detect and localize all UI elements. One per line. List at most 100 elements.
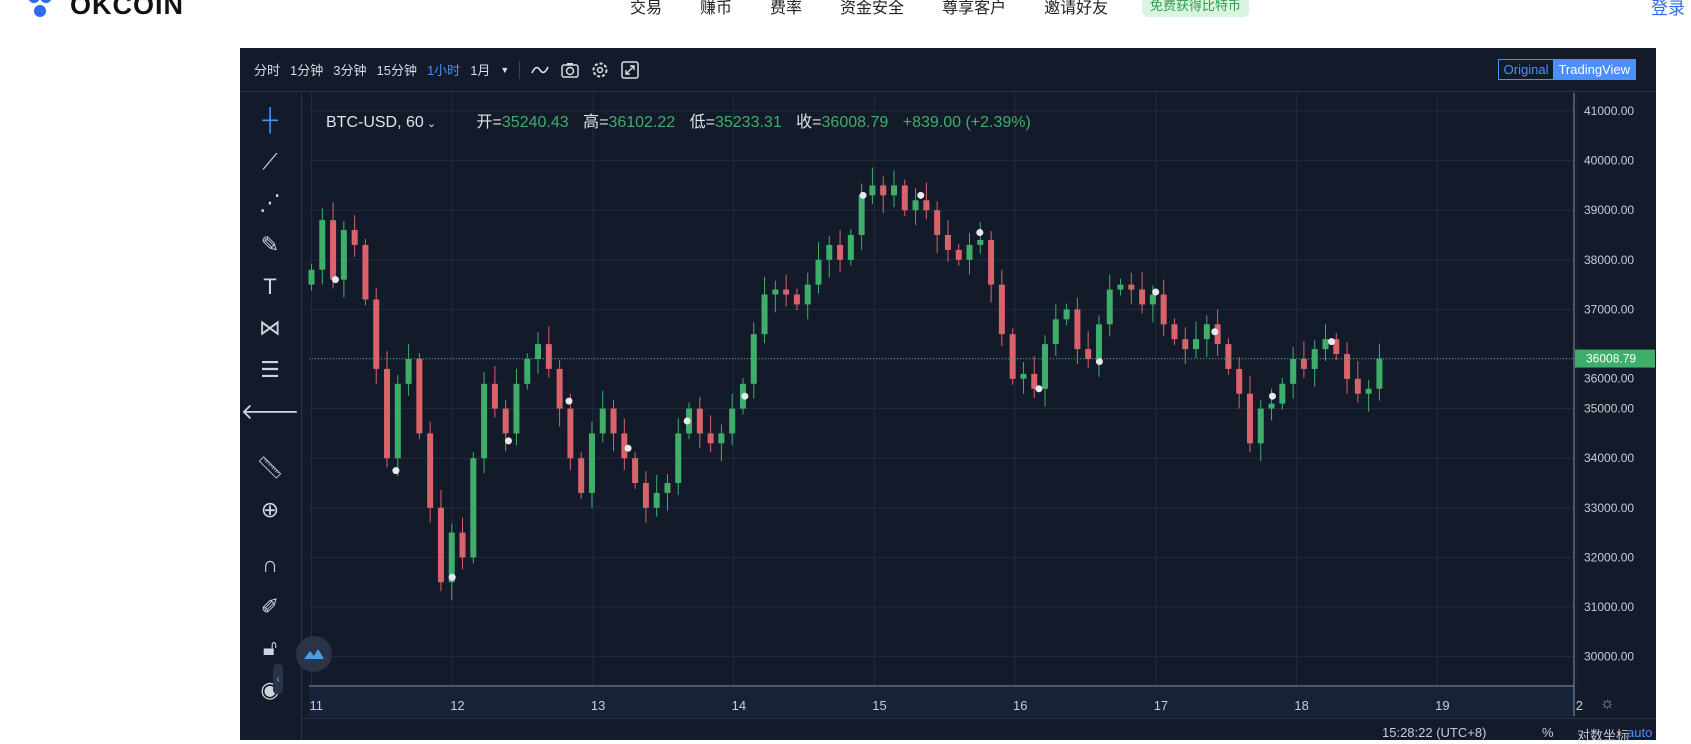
pattern-icon[interactable]: ⋈ — [259, 315, 281, 340]
log-scale-toggle[interactable]: 对数坐标 — [1577, 728, 1630, 743]
candle-body — [351, 230, 358, 245]
candle-body — [761, 294, 768, 335]
candle-body — [1290, 359, 1297, 384]
collapse-toolbar-button[interactable]: ‹ — [273, 664, 283, 694]
nav-earn[interactable]: 赚币 — [700, 0, 733, 17]
lock-icon[interactable]: 🔓︎ — [262, 635, 278, 660]
trade-marker — [624, 444, 632, 452]
interval-dropdown-icon[interactable]: ▼ — [500, 64, 510, 75]
candle-body — [427, 433, 434, 508]
crosshair-icon[interactable]: ┼ — [262, 107, 278, 132]
candle-body — [988, 239, 995, 285]
nav-security[interactable]: 资金安全 — [840, 0, 905, 17]
interval-1h[interactable]: 1小时 — [426, 63, 461, 78]
candle-body — [966, 244, 973, 260]
candle-body — [804, 284, 811, 305]
gear-icon[interactable] — [590, 60, 610, 80]
candle-body — [977, 239, 984, 245]
candle-body — [934, 210, 941, 235]
price-tick-label: 38000.00 — [1584, 253, 1634, 267]
nav-vip[interactable]: 尊享客户 — [942, 0, 1007, 17]
view-tradingview-button[interactable]: TradingView — [1553, 60, 1635, 79]
price-tick-label: 31000.00 — [1584, 600, 1634, 614]
nav-fees[interactable]: 费率 — [770, 0, 803, 17]
candle-body — [1300, 359, 1307, 369]
candle-body — [1333, 339, 1340, 355]
time-tick-label: 15 — [872, 698, 886, 713]
fullscreen-icon[interactable] — [620, 60, 640, 80]
login-link[interactable]: 登录 — [1651, 0, 1685, 18]
time-tick-label: 18 — [1294, 698, 1308, 713]
fib-tool-icon[interactable]: ⋰ — [259, 190, 281, 215]
auto-scale-toggle[interactable]: auto — [1627, 725, 1653, 740]
trend-line-icon[interactable]: ⟋ — [262, 149, 278, 174]
view-original-button[interactable]: Original — [1503, 62, 1549, 77]
drawing-toolbar: ┼ ⟋ ⋰ ✎ T ⋈ ☰ 🡐 📏︎ ⊕ ∩ ✐ 🔓︎ ◉ — [240, 93, 302, 740]
price-tick-label: 35000.00 — [1584, 402, 1634, 416]
high-label: 高= — [583, 114, 609, 131]
candle-body — [599, 408, 606, 434]
trade-marker — [683, 417, 691, 425]
candle-body — [869, 185, 876, 196]
chart-widget: 41000.00 40000.00 39000.00 38000.00 37000.00… — [240, 48, 1656, 743]
free-bitcoin-badge[interactable]: 免费获得比特币 — [1142, 0, 1250, 17]
nav-trade[interactable]: 交易 — [630, 0, 663, 17]
interval-1m[interactable]: 1分钟 — [290, 63, 324, 78]
candle-body — [470, 458, 477, 558]
time-tick-label: 2 — [1576, 698, 1583, 713]
text-tool-icon[interactable]: T — [263, 274, 277, 299]
candle-body — [1085, 349, 1092, 359]
candle-body — [567, 408, 574, 459]
interval-3m[interactable]: 3分钟 — [333, 63, 367, 78]
zoom-in-icon[interactable]: ⊕ — [260, 497, 280, 522]
last-price-tag — [1575, 349, 1655, 368]
camera-icon[interactable] — [560, 61, 580, 79]
pencil-lock-icon[interactable]: ✐ — [260, 594, 280, 619]
percent-toggle[interactable]: % — [1542, 725, 1554, 740]
candle-body — [1225, 344, 1232, 369]
price-tick-label: 36000.00 — [1584, 372, 1634, 386]
candle-body — [653, 492, 660, 508]
time-tick-label: 11 — [310, 698, 324, 713]
time-tick-label: 19 — [1435, 698, 1449, 713]
candle-body — [362, 244, 369, 300]
candle-body — [793, 294, 800, 305]
interval-1mo[interactable]: 1月 — [470, 63, 491, 78]
interval-timeline[interactable]: 分时 — [254, 63, 281, 78]
candle-body — [1020, 373, 1027, 379]
candle-body — [1171, 324, 1178, 340]
price-tick-label: 40000.00 — [1584, 154, 1634, 168]
symbol-dropdown-icon[interactable]: ⌄ — [423, 118, 437, 130]
candle-body — [448, 532, 455, 583]
brush-icon[interactable]: ✎ — [260, 232, 280, 257]
candle-body — [1376, 358, 1383, 389]
candle-body — [1236, 368, 1243, 394]
candle-body — [880, 185, 887, 196]
trade-marker — [1211, 328, 1219, 336]
time-axis — [309, 687, 1574, 717]
candle-body — [405, 359, 412, 384]
ohlc-legend: BTC-USD, 60 ⌄ 开=35240.43 高=36102.22 低=35… — [326, 108, 1031, 132]
trade-marker — [917, 191, 925, 199]
magnet-icon[interactable]: ∩ — [262, 552, 278, 577]
candle-body — [481, 383, 488, 459]
price-chart[interactable]: 41000.00 40000.00 39000.00 38000.00 37000.00… — [240, 48, 1656, 740]
change-value: +839.00 (+2.39%) — [902, 114, 1031, 131]
trade-marker — [392, 467, 400, 475]
prediction-icon[interactable]: ☰ — [260, 357, 280, 382]
time-tick-label: 16 — [1013, 698, 1027, 713]
candle-body — [890, 185, 897, 196]
arrow-back-icon[interactable]: 🡐 — [240, 399, 300, 424]
high-value: 36102.22 — [608, 114, 676, 131]
candle-body — [1322, 339, 1329, 350]
okcoin-logo[interactable]: OKCOIN — [28, 0, 184, 21]
trade-marker — [1035, 385, 1043, 393]
candle-body — [621, 433, 628, 459]
tradingview-logo[interactable] — [296, 636, 332, 672]
symbol-label[interactable]: BTC-USD, 60 — [326, 114, 424, 131]
ruler-icon[interactable]: 📏︎ — [256, 455, 284, 480]
nav-invite[interactable]: 邀请好友 — [1044, 0, 1109, 17]
low-label: 低= — [689, 114, 715, 131]
interval-15m[interactable]: 15分钟 — [376, 63, 417, 78]
chart-type-icon[interactable] — [530, 62, 550, 78]
